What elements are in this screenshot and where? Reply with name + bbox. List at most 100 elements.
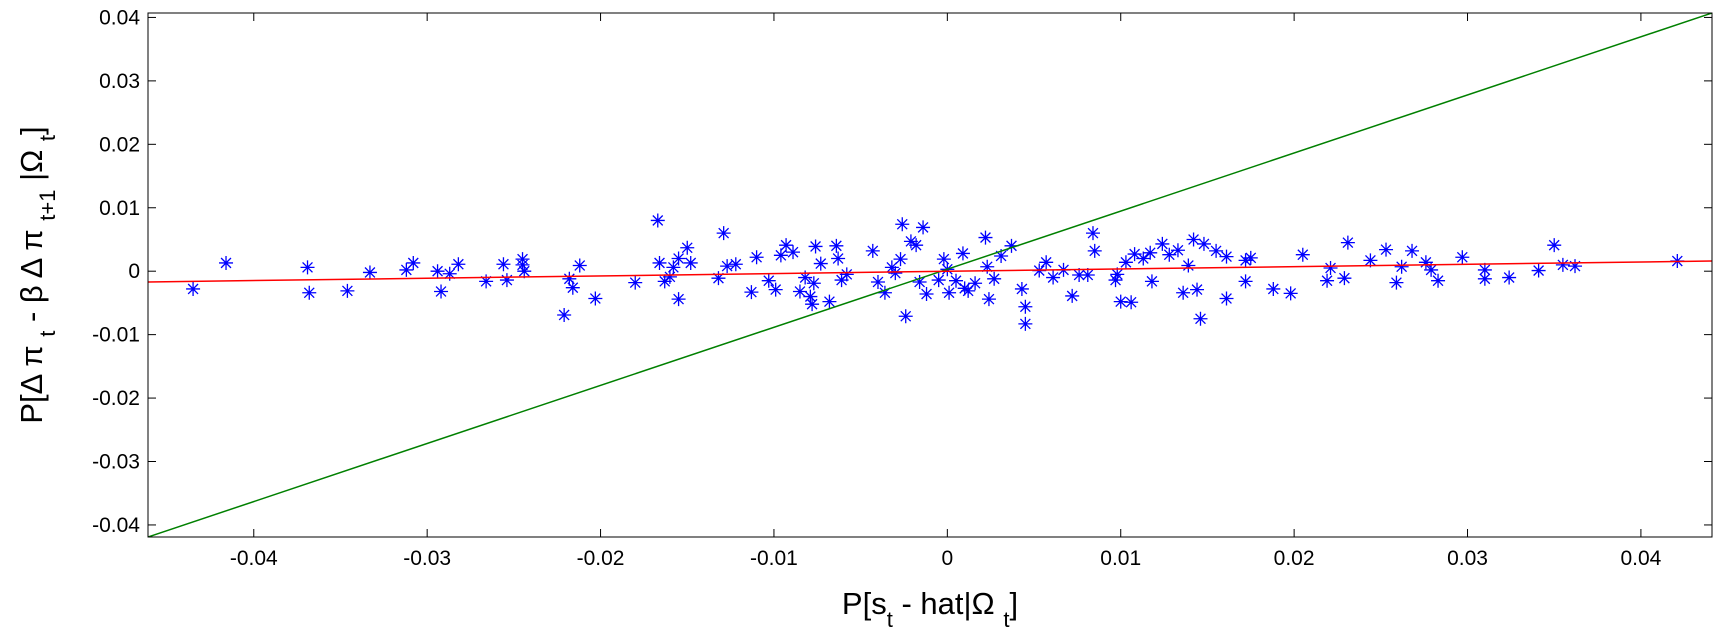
y-tick-label: -0.01 bbox=[92, 324, 140, 347]
point bbox=[806, 276, 821, 291]
point bbox=[1170, 243, 1185, 258]
point bbox=[652, 255, 667, 270]
point bbox=[792, 284, 807, 299]
point bbox=[650, 213, 665, 228]
ylabel-part: ] bbox=[14, 126, 49, 135]
point bbox=[1340, 235, 1355, 250]
point bbox=[683, 255, 698, 270]
point bbox=[499, 273, 514, 288]
ylabel-part: t bbox=[35, 135, 60, 141]
point bbox=[980, 259, 995, 274]
point bbox=[870, 274, 885, 289]
point bbox=[711, 271, 726, 286]
point bbox=[865, 243, 880, 258]
point bbox=[786, 245, 801, 260]
point bbox=[728, 257, 743, 272]
point bbox=[434, 284, 449, 299]
point bbox=[808, 239, 823, 254]
plot-area bbox=[148, 13, 1712, 537]
point bbox=[1162, 247, 1177, 262]
point bbox=[1065, 288, 1080, 303]
point bbox=[1181, 258, 1196, 273]
point bbox=[749, 250, 764, 265]
point bbox=[572, 258, 587, 273]
point bbox=[936, 252, 951, 267]
point bbox=[1424, 262, 1439, 277]
point bbox=[893, 252, 908, 267]
y-tick-label: 0 bbox=[128, 260, 140, 283]
point bbox=[994, 248, 1009, 263]
x-tick-label: 0 bbox=[941, 547, 953, 570]
point bbox=[957, 281, 972, 296]
point bbox=[1531, 263, 1546, 278]
point bbox=[1186, 232, 1201, 247]
point bbox=[1118, 255, 1133, 270]
point bbox=[1431, 273, 1446, 288]
point bbox=[300, 260, 315, 275]
point bbox=[839, 267, 854, 282]
point bbox=[981, 292, 996, 307]
point bbox=[916, 220, 931, 235]
y-tick-label: 0.03 bbox=[99, 70, 140, 93]
point bbox=[1127, 247, 1142, 262]
point bbox=[773, 248, 788, 263]
point bbox=[1196, 236, 1211, 251]
point bbox=[822, 294, 837, 309]
point bbox=[1418, 255, 1433, 270]
point bbox=[680, 240, 695, 255]
point bbox=[1046, 270, 1061, 285]
point bbox=[1085, 226, 1100, 241]
point bbox=[949, 273, 964, 288]
x-tick-label: -0.01 bbox=[750, 547, 798, 570]
point bbox=[1266, 281, 1281, 296]
point bbox=[515, 257, 530, 272]
y-tick-label: 0.01 bbox=[99, 197, 140, 220]
x-tick-label: 0.04 bbox=[1620, 547, 1661, 570]
point bbox=[1018, 316, 1033, 331]
point bbox=[1477, 271, 1492, 286]
point bbox=[1018, 299, 1033, 314]
point bbox=[186, 281, 201, 296]
line bbox=[148, 260, 1712, 283]
point bbox=[961, 283, 976, 298]
point bbox=[813, 256, 828, 271]
point bbox=[877, 285, 892, 300]
point bbox=[430, 264, 445, 279]
xlabel-part: t bbox=[1003, 607, 1009, 631]
point bbox=[888, 266, 903, 281]
y-tick-label: -0.04 bbox=[92, 514, 140, 537]
y-tick-label: 0.04 bbox=[99, 6, 140, 29]
point bbox=[1014, 281, 1029, 296]
y-tick-label: 0.02 bbox=[99, 133, 140, 156]
point bbox=[720, 259, 735, 274]
y-tick-label: -0.03 bbox=[92, 451, 140, 474]
point bbox=[1080, 268, 1095, 282]
point bbox=[1193, 311, 1208, 326]
point bbox=[1555, 257, 1570, 272]
ylabel-part: |Ω bbox=[14, 141, 49, 189]
point bbox=[1143, 245, 1158, 260]
x-tick-label: -0.02 bbox=[577, 547, 625, 570]
x-axis-label: P[st - hat|Ω t] bbox=[842, 586, 1018, 631]
x-tick-label: -0.03 bbox=[403, 547, 451, 570]
point bbox=[1238, 274, 1253, 289]
point bbox=[399, 262, 414, 277]
xlabel-part: t bbox=[887, 607, 893, 631]
ylabel-part: P[Δ π bbox=[14, 337, 49, 424]
point bbox=[1238, 253, 1253, 268]
point bbox=[479, 274, 494, 289]
point bbox=[805, 297, 820, 312]
point bbox=[1547, 238, 1562, 253]
x-tick-label: 0.01 bbox=[1100, 547, 1141, 570]
point bbox=[1176, 285, 1191, 300]
point bbox=[1108, 273, 1123, 288]
point bbox=[968, 276, 983, 291]
point bbox=[955, 246, 970, 261]
point bbox=[671, 292, 686, 307]
point bbox=[834, 273, 849, 288]
point bbox=[1243, 250, 1258, 265]
point bbox=[1394, 259, 1409, 274]
point bbox=[517, 264, 532, 279]
